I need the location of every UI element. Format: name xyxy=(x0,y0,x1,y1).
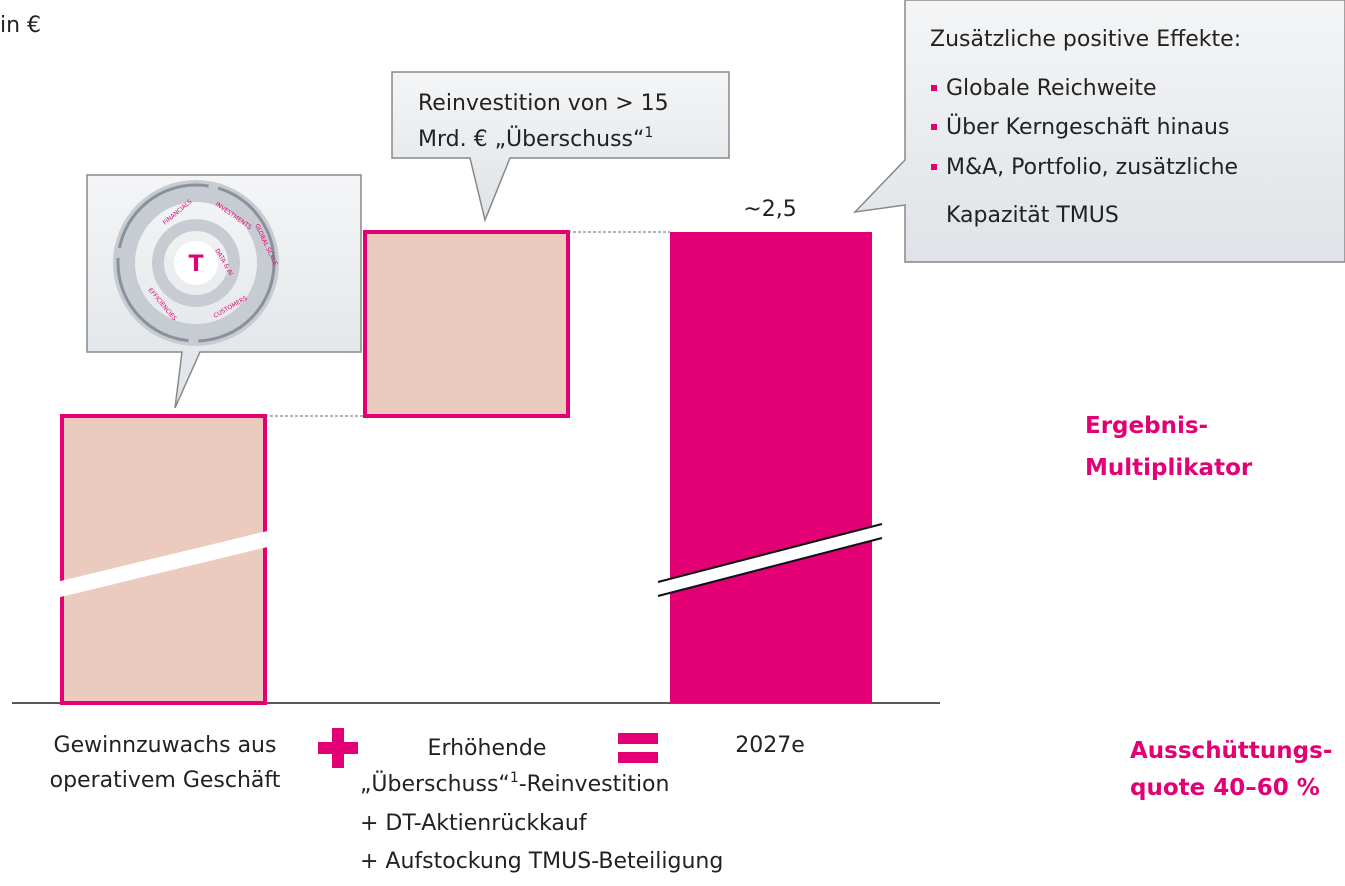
break-line xyxy=(657,523,883,583)
category-label: „Überschuss“1-Reinvestition xyxy=(360,770,669,797)
callout xyxy=(852,0,1345,263)
footnote: 1 xyxy=(510,770,519,786)
category-label: operativem Geschäft xyxy=(50,768,281,793)
side-label: Ergebnis- xyxy=(1085,413,1208,439)
category-label: + Aufstockung TMUS-Beteiligung xyxy=(360,849,723,874)
bullet-text: M&A, Portfolio, zusätzliche xyxy=(946,155,1238,180)
value-label: ~2,5 xyxy=(743,197,796,222)
callout-title: Zusätzliche positive Effekte: xyxy=(930,27,1241,52)
bullet xyxy=(931,85,937,91)
unit: in € xyxy=(0,13,41,38)
category-label: Erhöhende xyxy=(428,736,547,761)
bullet xyxy=(931,124,937,130)
category-label: Gewinnzuwachs aus xyxy=(54,733,277,758)
category-label: 2027e xyxy=(735,733,805,758)
callout-text: Reinvestition von > 15 xyxy=(418,91,669,116)
equals-sign xyxy=(618,733,658,763)
bullet xyxy=(931,164,937,170)
category-label: -Reinvestition xyxy=(519,772,670,797)
side-label: Ausschüttungs- xyxy=(1130,738,1332,764)
axis-break xyxy=(48,528,280,600)
break-line xyxy=(657,537,883,597)
plus-sign xyxy=(318,728,358,768)
category-label: „Überschuss“ xyxy=(360,771,510,797)
callout-text: Mrd. € „Überschuss“ xyxy=(418,126,644,152)
callout xyxy=(391,71,730,223)
axis-break xyxy=(658,524,882,596)
icon-center: T xyxy=(188,252,203,277)
bullet-text: Kapazität TMUS xyxy=(946,203,1119,228)
bullet-text: Über Kerngeschäft hinaus xyxy=(946,114,1229,140)
category-label: + DT-Aktienrückkauf xyxy=(360,811,588,836)
callout-text: Mrd. € „Überschuss“1 xyxy=(418,125,653,152)
side-label: quote 40–60 % xyxy=(1130,775,1320,801)
bar-reinvest xyxy=(363,230,570,418)
bar-result xyxy=(670,232,872,703)
footnote: 1 xyxy=(644,125,653,141)
bullet-text: Globale Reichweite xyxy=(946,76,1157,101)
side-label: Multiplikator xyxy=(1085,455,1253,481)
